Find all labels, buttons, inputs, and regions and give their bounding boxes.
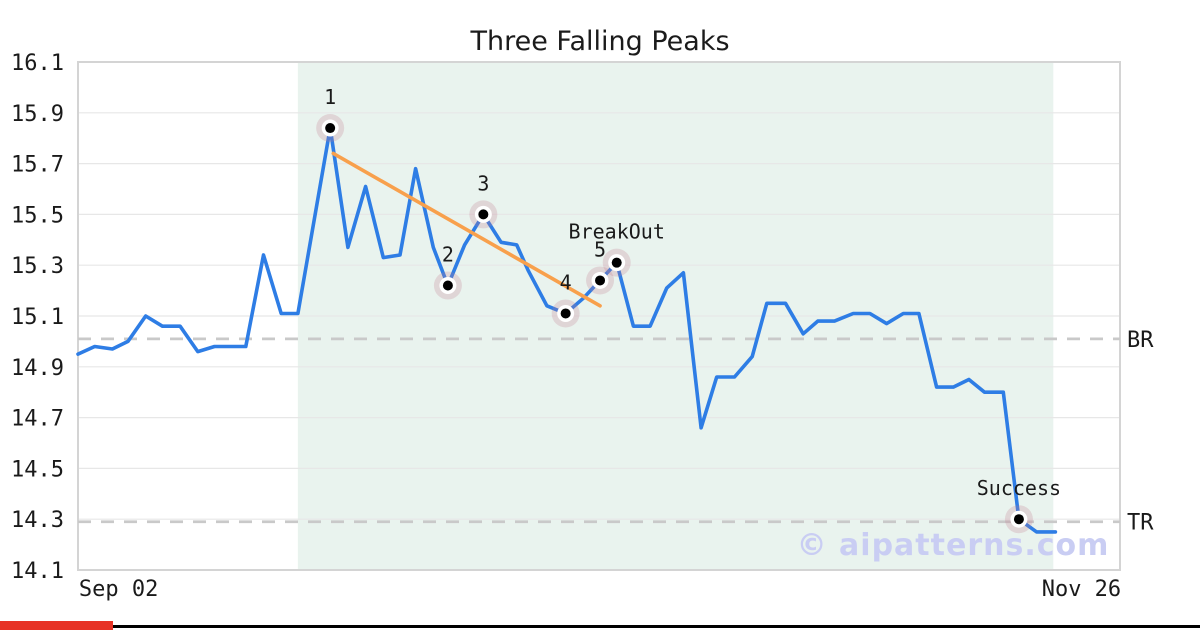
annotation-5: 5 xyxy=(594,237,606,261)
y-tick-label: 14.7 xyxy=(11,407,64,432)
level-label-br: BR xyxy=(1127,328,1154,353)
y-tick-label: 14.3 xyxy=(11,508,64,533)
annotation-4: 4 xyxy=(560,270,572,294)
y-tick-label: 14.5 xyxy=(11,457,64,482)
trendline xyxy=(331,151,602,308)
point-dot xyxy=(595,275,606,286)
y-tick-label: 16.1 xyxy=(11,51,64,76)
point-dot xyxy=(611,257,622,268)
point-dot xyxy=(478,209,489,220)
y-tick-label: 15.1 xyxy=(11,305,64,330)
point-dot xyxy=(1013,514,1024,525)
y-tick-label: 15.9 xyxy=(11,102,64,127)
x-tick-label: Nov 26 xyxy=(1042,577,1121,602)
y-tick-label: 14.1 xyxy=(11,559,64,584)
y-tick-label: 14.9 xyxy=(11,356,64,381)
level-label-tr: TR xyxy=(1127,511,1154,536)
annotation-3: 3 xyxy=(477,171,489,195)
annotation-success: Success xyxy=(977,476,1061,500)
point-dot xyxy=(560,308,571,319)
y-tick-label: 15.7 xyxy=(11,153,64,178)
annotation-1: 1 xyxy=(324,85,336,109)
x-tick-label: Sep 02 xyxy=(79,577,158,602)
y-tick-label: 15.5 xyxy=(11,203,64,228)
point-dot xyxy=(442,280,453,291)
plot-frame xyxy=(77,61,1121,571)
point-dot xyxy=(325,123,336,134)
progress-bar xyxy=(0,621,113,630)
annotation-2: 2 xyxy=(442,243,454,267)
chart-title: Three Falling Peaks xyxy=(470,26,730,57)
y-tick-label: 15.3 xyxy=(11,254,64,279)
annotation-breakout: BreakOut xyxy=(569,220,665,244)
footer-rule xyxy=(0,625,1200,628)
